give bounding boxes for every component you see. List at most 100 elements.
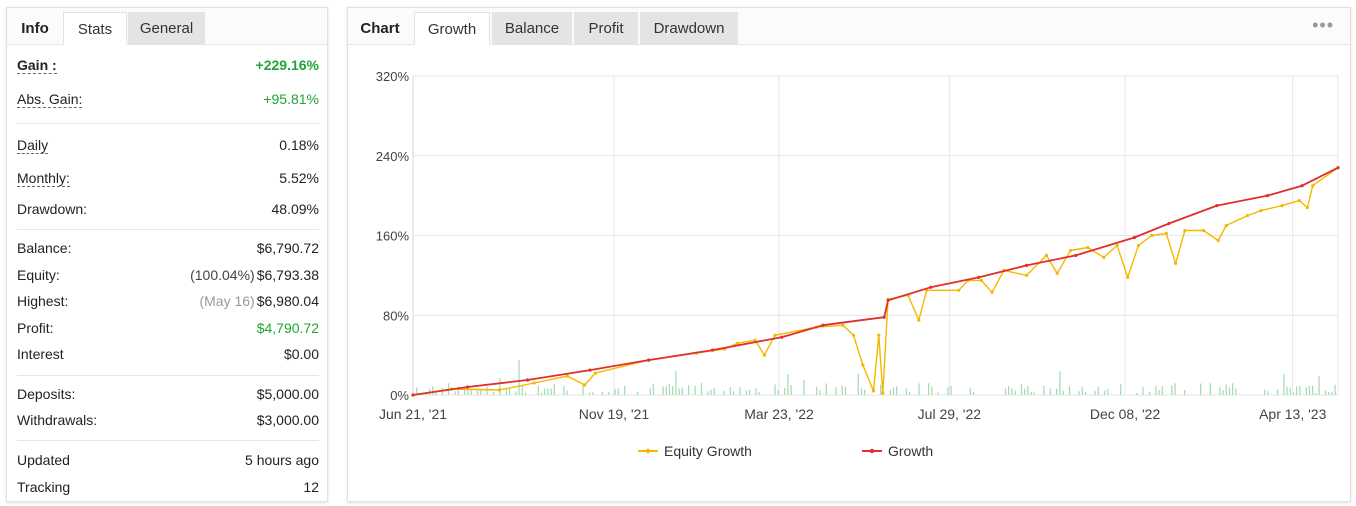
tab-general[interactable]: General: [128, 12, 205, 45]
volume-bar: [540, 392, 543, 395]
volume-bar: [588, 392, 591, 395]
growth-series-line: [412, 166, 1339, 396]
monthly-row: Monthly: 5.52%: [17, 170, 319, 192]
equity-growth-point: [1126, 275, 1130, 279]
volume-bar: [1084, 392, 1087, 395]
volume-bar: [1011, 388, 1013, 395]
volume-bar: [547, 388, 549, 395]
equity-growth-point: [979, 278, 983, 282]
equity-growth-point: [1044, 253, 1049, 257]
equity-growth-point: [1280, 204, 1284, 208]
growth-point: [1215, 204, 1219, 208]
equity-growth-point: [917, 318, 921, 322]
equity-growth-point: [1086, 245, 1090, 250]
volume-bar: [566, 390, 568, 395]
volume-bar: [480, 390, 482, 395]
tab-profit[interactable]: Profit: [574, 12, 638, 45]
legend-label: Equity Growth: [664, 443, 752, 459]
withdrawals-row: Withdrawals: $3,000.00: [17, 412, 319, 434]
volume-bar: [505, 388, 507, 395]
highest-label: Highest:: [17, 293, 69, 309]
volume-bar: [825, 383, 827, 395]
volume-bar: [537, 385, 539, 395]
interest-row: Interest $0.00: [17, 346, 319, 368]
highest-date: (May 16): [199, 293, 255, 309]
volume-bar: [470, 389, 472, 395]
growth-point: [929, 285, 933, 289]
more-dots-icon[interactable]: •••: [1312, 15, 1334, 35]
volume-bar: [732, 391, 735, 395]
volume-bar: [908, 392, 911, 395]
volume-bar: [467, 389, 469, 395]
growth-point: [710, 348, 715, 352]
equity-growth-point: [1164, 231, 1168, 236]
volume-bar: [454, 391, 456, 395]
monthly-value: 5.52%: [279, 170, 319, 186]
volume-bar: [1292, 392, 1295, 395]
tab-chart[interactable]: Chart: [360, 20, 400, 37]
volume-bar: [777, 390, 779, 395]
equity-value-group: (100.04%) $6,793.38: [190, 267, 319, 283]
equity-growth-point: [841, 323, 845, 327]
volume-bar: [515, 391, 517, 395]
volume-bar: [857, 373, 859, 395]
volume-bar: [1318, 376, 1320, 395]
volume-bar: [1222, 390, 1224, 395]
volume-bar: [1024, 388, 1026, 395]
equity-growth-point: [1311, 184, 1315, 188]
tab-drawdown[interactable]: Drawdown: [640, 12, 738, 45]
volume-bar: [1158, 390, 1160, 395]
equity-growth-point: [1136, 243, 1140, 248]
x-tick-label: Dec 08, '22: [1090, 406, 1161, 422]
volume-bar: [1097, 386, 1099, 395]
x-tick-label: Apr 13, '23: [1259, 406, 1326, 422]
volume-bar: [841, 385, 843, 395]
volume-bar: [969, 387, 971, 395]
updated-label: Updated: [17, 452, 70, 468]
volume-bar: [1059, 371, 1061, 395]
volume-bar: [1014, 390, 1016, 395]
volume-bar: [1276, 389, 1279, 395]
divider: [17, 229, 319, 230]
abs-gain-label[interactable]: Abs. Gain:: [17, 91, 83, 108]
monthly-label[interactable]: Monthly:: [17, 170, 70, 187]
tab-info[interactable]: Info: [21, 20, 49, 37]
equity-growth-point: [497, 388, 502, 392]
equity-growth-point: [762, 353, 766, 357]
volume-bar: [1161, 386, 1163, 395]
tab-balance[interactable]: Balance: [492, 12, 572, 45]
equity-row: Equity: (100.04%) $6,793.38: [17, 267, 319, 289]
daily-label[interactable]: Daily: [17, 137, 49, 154]
balance-label: Balance:: [17, 240, 72, 256]
growth-point: [466, 385, 470, 389]
divider: [17, 440, 319, 441]
tab-growth[interactable]: Growth: [414, 12, 490, 45]
tab-stats[interactable]: Stats: [63, 12, 127, 45]
daily-row: Daily 0.18%: [17, 137, 319, 159]
daily-value: 0.18%: [279, 137, 319, 153]
volume-bar: [892, 387, 895, 395]
volume-bar: [1148, 392, 1151, 395]
volume-bar: [614, 388, 616, 395]
volume-bar: [1232, 383, 1234, 395]
volume-bar: [518, 360, 520, 395]
volume-bar: [947, 387, 949, 395]
withdrawals-value: $3,000.00: [256, 412, 319, 428]
deposits-row: Deposits: $5,000.00: [17, 386, 319, 408]
equity-growth-point: [877, 333, 881, 337]
volume-bar: [1299, 385, 1301, 395]
volume-bar: [678, 388, 680, 395]
withdrawals-label: Withdrawals:: [17, 412, 98, 428]
volume-bar: [617, 388, 619, 395]
equity-growth-point: [1102, 255, 1106, 259]
gain-label[interactable]: Gain :: [17, 57, 57, 74]
volume-bar: [681, 387, 683, 395]
growth-point: [588, 368, 592, 372]
volume-bar: [1155, 385, 1157, 395]
volume-bar: [672, 386, 674, 395]
volume-bar: [521, 385, 523, 395]
volume-bar: [668, 384, 671, 395]
volume-bar: [582, 384, 584, 395]
volume-bar: [550, 388, 552, 395]
profit-label: Profit:: [17, 320, 54, 336]
